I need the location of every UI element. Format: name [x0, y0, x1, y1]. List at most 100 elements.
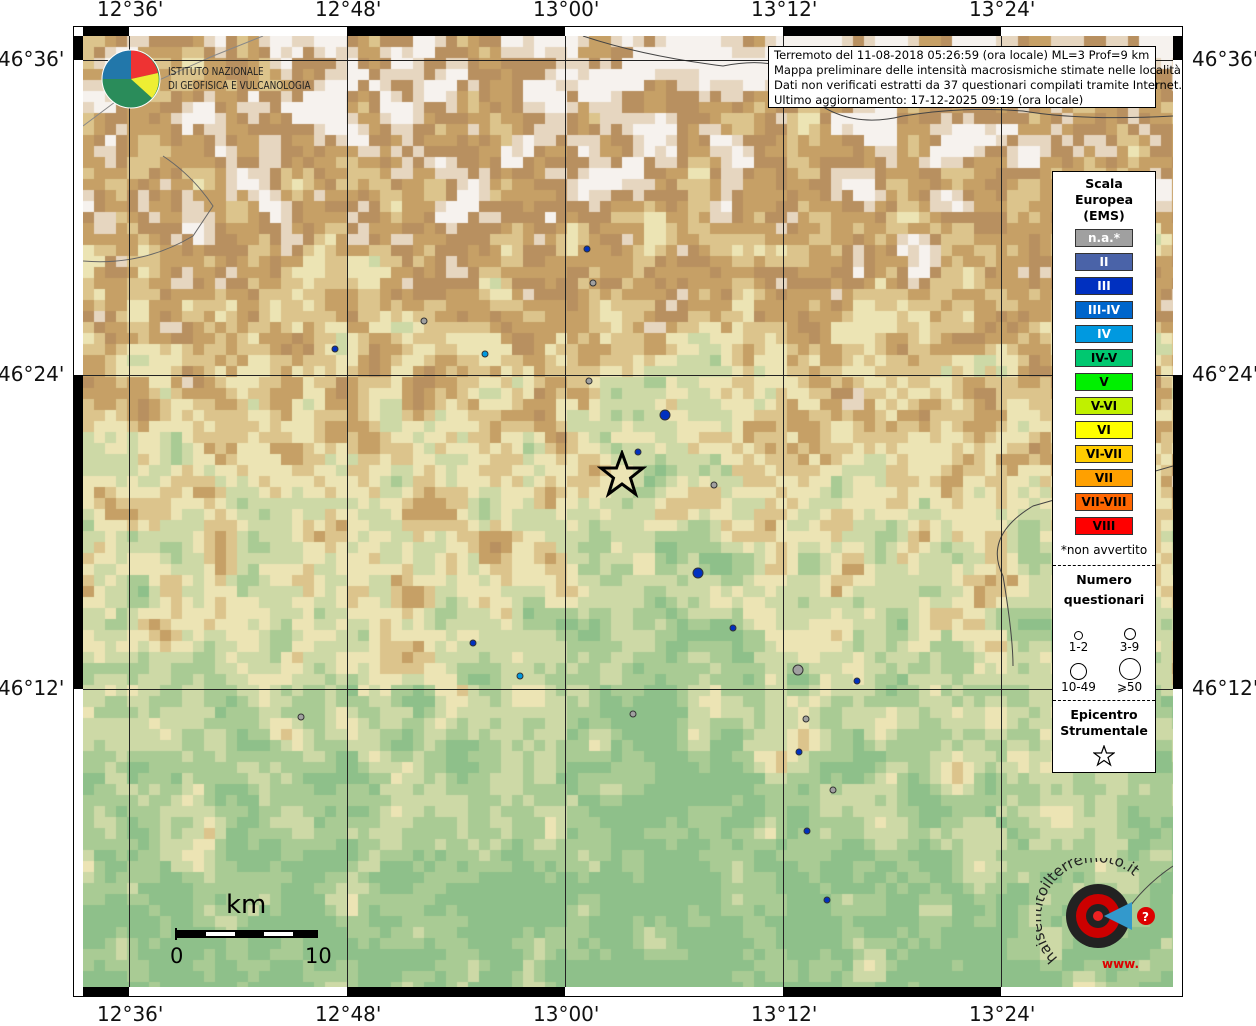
legend-swatch: IV [1075, 325, 1133, 343]
intensity-point[interactable] [481, 350, 489, 358]
meridian-line [1001, 36, 1002, 987]
parallel-line [83, 689, 1173, 690]
lat-label-left: 46°24' [0, 361, 65, 386]
size-label: ⩾50 [1116, 680, 1143, 694]
lon-label-top: 13°24' [969, 0, 1036, 21]
size-3-9: 3-9 [1104, 614, 1155, 654]
info-line-3: Dati non verificati estratti da 37 quest… [774, 78, 1183, 92]
frame-strip [74, 375, 83, 689]
circle-icon [1074, 631, 1083, 640]
intensity-point[interactable] [583, 245, 591, 253]
lon-label-top: 12°36' [97, 0, 164, 21]
legend-swatch: VI [1075, 421, 1133, 439]
frame-strip [83, 27, 129, 36]
legend-swatch: VIII [1075, 517, 1133, 535]
scale-end: 10 [305, 944, 332, 968]
meridian-line [347, 36, 348, 987]
lon-label-top: 12°48' [315, 0, 382, 21]
intensity-point[interactable] [629, 710, 637, 718]
intensity-point[interactable] [634, 448, 642, 456]
lat-label-right: 46°24' [1192, 361, 1256, 386]
intensity-point[interactable] [803, 827, 811, 835]
size-label: 1-2 [1068, 640, 1089, 654]
legend-swatch: V [1075, 373, 1133, 391]
hsit-logo: haisentitoilterremoto.it ? www. [1027, 848, 1161, 973]
ingv-name-line1: ISTITUTO NAZIONALE [168, 66, 264, 78]
legend-swatch: II [1075, 253, 1133, 271]
legend-swatch: V-VI [1075, 397, 1133, 415]
lon-label-bottom: 13°12' [751, 1002, 818, 1026]
legend-title-2: Europea [1074, 192, 1134, 207]
ingv-logo: ISTITUTO NAZIONALE DI GEOFISICA E VULCAN… [100, 48, 336, 110]
intensity-point[interactable] [710, 481, 718, 489]
intensity-point[interactable] [516, 672, 524, 680]
frame-strip [1173, 375, 1182, 689]
legend-count-title-2: questionari [1063, 592, 1145, 607]
legend-swatch: VI-VII [1075, 445, 1133, 463]
intensity-point[interactable] [420, 317, 428, 325]
legend-swatch: VII-VIII [1075, 493, 1133, 511]
epicenter-star-icon[interactable] [596, 450, 647, 500]
legend-count-title-1: Numero [1076, 572, 1132, 587]
lon-label-bottom: 13°24' [969, 1002, 1036, 1026]
intensity-point[interactable] [802, 715, 810, 723]
frame-strip [347, 27, 565, 36]
size-10-49: 10-49 [1053, 654, 1104, 694]
intensity-point[interactable] [469, 639, 477, 647]
parallel-line [83, 374, 1173, 376]
circle-icon [1123, 628, 1136, 640]
lon-label-bottom: 12°36' [97, 1002, 164, 1026]
frame-strip [783, 987, 1001, 996]
info-line-1: Terremoto del 11-08-2018 05:26:59 (ora l… [774, 48, 1150, 62]
lat-label-right: 46°12' [1192, 676, 1256, 700]
intensity-point[interactable] [729, 624, 737, 632]
size-label: 3-9 [1119, 640, 1140, 654]
ingv-name-line2: DI GEOFISICA E VULCANOLOGIA [168, 80, 311, 92]
event-info-box: Terremoto del 11-08-2018 05:26:59 (ora l… [768, 46, 1183, 108]
legend: Scala Europea (EMS) n.a.* II III III-IV IV IV… [1052, 171, 1156, 773]
legend-swatch: VII [1075, 469, 1133, 487]
intensity-point[interactable] [585, 377, 593, 385]
frame-strip [1173, 36, 1182, 60]
size-label: 10-49 [1061, 680, 1096, 694]
frame-strip [74, 36, 83, 60]
legend-epi-title-2: Strumentale [1060, 723, 1148, 738]
lon-label-bottom: 12°48' [315, 1002, 382, 1026]
intensity-point[interactable] [589, 279, 597, 287]
intensity-point[interactable] [692, 567, 704, 579]
meridian-line [565, 36, 566, 987]
intensity-point[interactable] [659, 409, 671, 421]
legend-epi-title-1: Epicentro [1070, 707, 1138, 722]
lon-label-bottom: 13°00' [533, 1002, 600, 1026]
intensity-point[interactable] [297, 713, 305, 721]
legend-swatch: IV-V [1075, 349, 1133, 367]
terrain-relief [83, 36, 1173, 987]
lon-label-top: 13°00' [533, 0, 600, 21]
intensity-point[interactable] [795, 748, 803, 756]
intensity-point[interactable] [853, 677, 861, 685]
intensity-point[interactable] [792, 664, 804, 676]
lat-label-right: 46°36' [1192, 47, 1256, 71]
ingv-globe-icon [101, 49, 161, 109]
legend-swatch: n.a.* [1075, 229, 1133, 247]
intensity-point[interactable] [829, 786, 837, 794]
intensity-point[interactable] [331, 345, 339, 353]
scale-unit: km [226, 890, 267, 920]
meridian-line [783, 36, 784, 987]
legend-swatch: III-IV [1075, 301, 1133, 319]
frame-strip [783, 27, 1001, 36]
parallel-line [83, 60, 1173, 61]
legend-swatch: III [1075, 277, 1133, 295]
info-line-2: Mappa preliminare delle intensità macros… [774, 63, 1181, 77]
intensity-point[interactable] [823, 896, 831, 904]
info-line-4: Ultimo aggiornamento: 17-12-2025 09:19 (… [774, 93, 1084, 107]
circle-icon [1070, 663, 1087, 680]
lat-label-left: 46°36' [0, 47, 65, 71]
intensity-map[interactable] [83, 36, 1173, 987]
scale-start: 0 [170, 944, 184, 968]
frame-strip [83, 987, 129, 996]
lon-label-top: 13°12' [751, 0, 818, 21]
meridian-line [129, 36, 130, 987]
circle-icon [1118, 658, 1141, 680]
svg-text:?: ? [1142, 910, 1149, 924]
